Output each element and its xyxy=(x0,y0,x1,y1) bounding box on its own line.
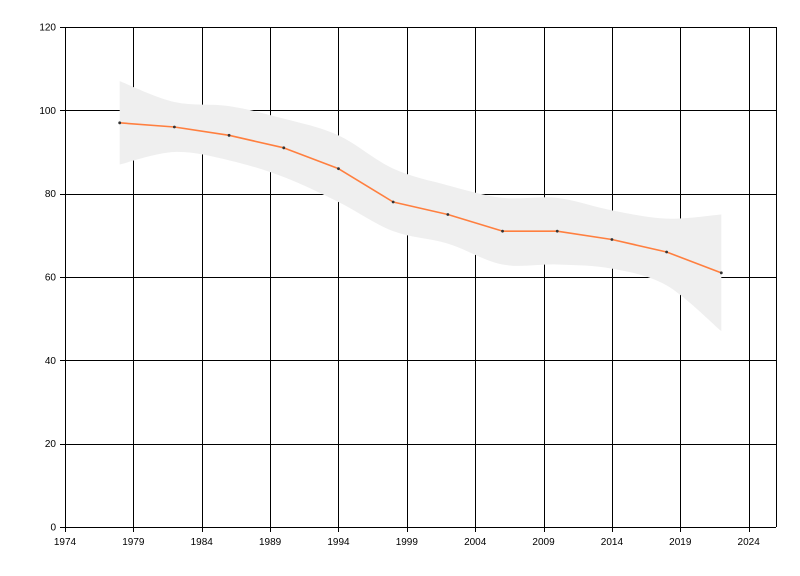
data-point xyxy=(555,229,559,233)
data-point xyxy=(719,271,723,275)
y-tick-label: 120 xyxy=(39,23,56,34)
y-tick-label: 0 xyxy=(50,523,56,534)
y-tick-label: 100 xyxy=(39,106,56,117)
confidence-band-area xyxy=(119,81,722,332)
x-tick-label: 1999 xyxy=(396,537,419,548)
x-tick-label: 1984 xyxy=(191,537,214,548)
x-tick-label: 1974 xyxy=(54,537,77,548)
x-tick-label: 1994 xyxy=(327,537,350,548)
data-point xyxy=(501,229,504,233)
data-points xyxy=(118,121,723,275)
data-point xyxy=(282,146,286,150)
data-point xyxy=(391,200,395,204)
data-point xyxy=(337,167,340,171)
series-line-path xyxy=(119,122,722,274)
x-tick-label: 2019 xyxy=(669,537,692,548)
series-line xyxy=(119,122,722,274)
data-point xyxy=(665,250,669,254)
data-point xyxy=(446,213,450,216)
data-point xyxy=(118,121,122,125)
x-tick-label: 2004 xyxy=(464,537,487,548)
confidence-band xyxy=(119,81,722,332)
x-tick-label: 2014 xyxy=(601,537,624,548)
data-point xyxy=(172,125,176,129)
x-tick-label: 2009 xyxy=(532,537,555,548)
data-point xyxy=(610,238,614,241)
axes xyxy=(60,27,776,532)
x-axis-tick-labels: 1974 1979 1984 1989 1994 1999 2004 2009 2014 2019… xyxy=(54,537,760,548)
y-tick-label: 80 xyxy=(45,189,57,200)
y-tick-label: 60 xyxy=(45,273,57,284)
data-point xyxy=(227,133,231,137)
x-tick-label: 1989 xyxy=(259,537,282,548)
y-axis-tick-labels: 0 20 40 60 80 100 120 xyxy=(39,23,56,534)
x-tick-label: 2024 xyxy=(738,537,761,548)
y-tick-label: 20 xyxy=(45,439,57,450)
x-tick-label: 1979 xyxy=(122,537,145,548)
y-tick-label: 40 xyxy=(45,356,57,367)
